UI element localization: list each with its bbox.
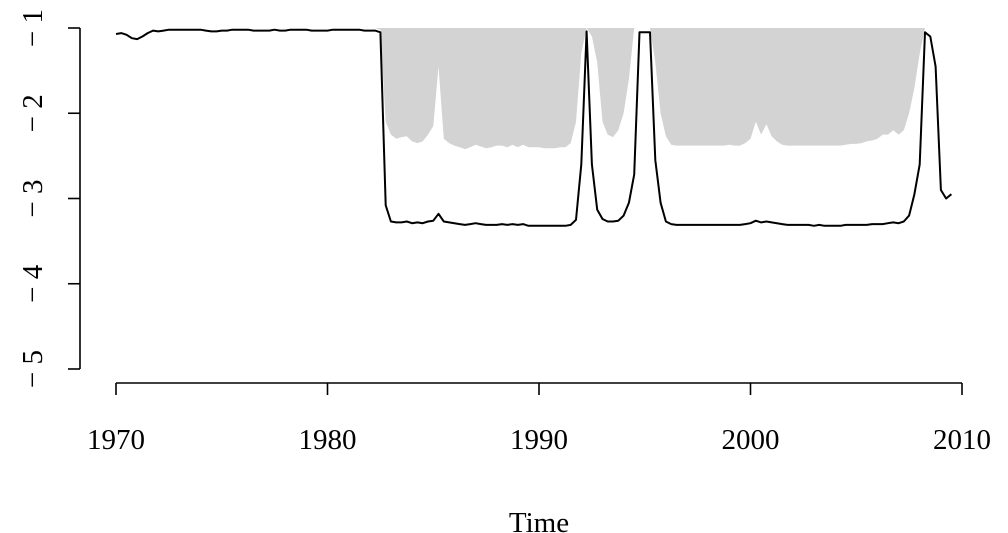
x-tick-label: 2000: [722, 424, 780, 456]
median-line: [115, 28, 953, 227]
y-tick-label: − 4: [17, 264, 49, 303]
x-tick-label: 1990: [510, 424, 568, 456]
y-tick-label: − 1: [17, 9, 49, 47]
y-tick-label: − 2: [17, 94, 49, 132]
y-tick-label: − 3: [17, 179, 49, 217]
confidence-band: [116, 28, 952, 150]
x-axis: 1970 1980 1990 2000 2010: [87, 382, 991, 456]
x-tick-label: 2010: [933, 424, 991, 456]
plot-area: [115, 28, 953, 227]
y-axis: − 1 − 2 − 3 − 4 − 5: [17, 9, 81, 388]
x-tick-label: 1980: [299, 424, 357, 456]
x-axis-title: Time: [509, 507, 569, 533]
x-tick-label: 1970: [87, 424, 145, 456]
y-tick-label: − 5: [17, 350, 49, 388]
